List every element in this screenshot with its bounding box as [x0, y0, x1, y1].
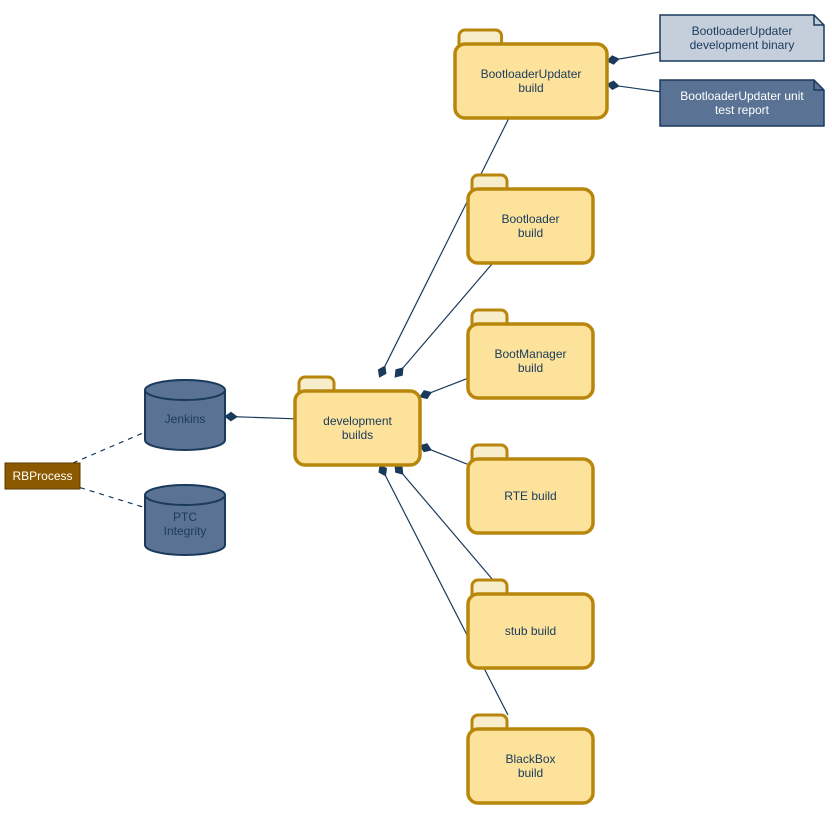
note2-note: [660, 80, 824, 126]
rte-folder: [468, 445, 593, 533]
bootloaderupdater-folder: [455, 30, 607, 118]
ptc-cylinder: [145, 485, 225, 555]
diagram-canvas: [0, 0, 832, 821]
bootloader-folder: [468, 175, 593, 263]
devbuilds-folder: [295, 377, 420, 465]
jenkins-cylinder: [145, 380, 225, 450]
blackbox-folder: [468, 715, 593, 803]
rbprocess-box: [5, 463, 80, 489]
note1-note: [660, 15, 824, 61]
bootmanager-folder: [468, 310, 593, 398]
stub-folder: [468, 580, 593, 668]
